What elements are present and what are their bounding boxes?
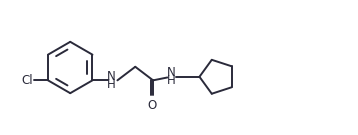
Text: N: N	[167, 66, 176, 79]
Text: N: N	[107, 70, 116, 83]
Text: Cl: Cl	[21, 74, 33, 87]
Text: H: H	[167, 74, 176, 87]
Text: O: O	[147, 99, 157, 112]
Text: H: H	[107, 78, 116, 92]
